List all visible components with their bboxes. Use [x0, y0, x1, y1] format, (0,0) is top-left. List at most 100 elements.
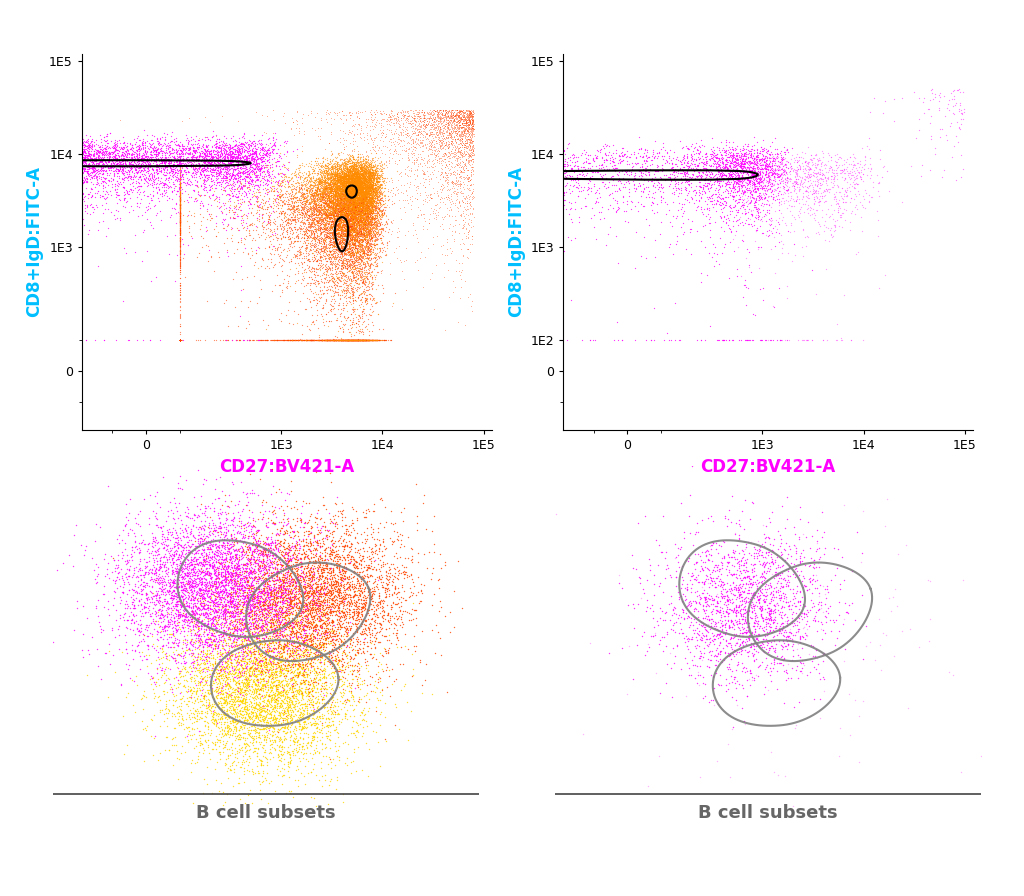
Point	[298, 566, 314, 581]
Point	[283, 214, 299, 228]
Point	[335, 205, 351, 220]
Point	[548, 148, 564, 162]
Point	[34, 148, 50, 162]
Point	[288, 599, 304, 614]
Point	[366, 630, 382, 644]
Point	[729, 166, 745, 180]
Point	[582, 160, 598, 175]
Point	[288, 689, 304, 703]
Point	[439, 173, 456, 187]
Point	[150, 145, 166, 159]
Point	[373, 622, 389, 636]
Point	[349, 174, 366, 188]
Point	[175, 660, 191, 675]
Point	[676, 611, 692, 625]
Point	[100, 173, 117, 187]
Point	[293, 333, 309, 348]
Point	[308, 185, 325, 199]
Point	[322, 279, 338, 293]
Point	[266, 666, 283, 680]
Point	[258, 148, 274, 162]
Point	[281, 177, 297, 192]
Point	[197, 152, 213, 167]
Point	[343, 221, 359, 236]
Point	[296, 582, 312, 596]
Point	[34, 155, 50, 169]
Point	[677, 650, 693, 665]
Point	[365, 333, 381, 348]
Point	[217, 648, 233, 662]
Point	[354, 217, 371, 231]
Point	[232, 719, 249, 734]
Point	[541, 151, 557, 165]
Point	[361, 195, 378, 210]
Point	[37, 134, 53, 149]
Point	[370, 179, 386, 194]
Point	[385, 181, 401, 195]
Point	[339, 177, 355, 191]
Point	[208, 636, 224, 650]
Point	[802, 208, 818, 222]
Point	[357, 164, 374, 178]
Point	[260, 646, 276, 660]
Point	[51, 162, 68, 177]
Point	[239, 594, 255, 608]
Point	[307, 650, 324, 664]
Point	[242, 170, 258, 185]
Point	[359, 312, 376, 326]
Point	[348, 333, 365, 348]
Point	[343, 580, 359, 594]
Point	[538, 170, 554, 185]
Point	[430, 135, 446, 150]
Point	[34, 134, 50, 149]
Point	[358, 173, 375, 187]
Point	[323, 608, 339, 623]
Point	[143, 172, 160, 186]
Point	[42, 124, 58, 138]
Point	[231, 665, 248, 679]
Point	[628, 182, 644, 196]
Point	[331, 168, 347, 182]
Point	[399, 568, 416, 582]
Point	[90, 140, 106, 154]
Point	[336, 191, 352, 205]
Point	[306, 201, 323, 215]
Point	[203, 206, 219, 220]
Point	[152, 719, 168, 733]
Point	[454, 165, 470, 179]
Point	[127, 137, 143, 151]
Point	[306, 211, 323, 226]
Point	[358, 174, 375, 188]
Point	[45, 148, 61, 162]
Point	[437, 189, 454, 203]
Point	[65, 168, 81, 182]
Point	[341, 192, 357, 206]
Point	[68, 167, 84, 181]
Point	[339, 194, 355, 208]
Point	[189, 616, 206, 631]
Point	[372, 209, 388, 223]
Point	[360, 190, 377, 204]
Point	[360, 769, 377, 783]
Point	[278, 696, 294, 711]
Point	[344, 317, 360, 332]
Point	[672, 171, 688, 185]
Point	[344, 184, 360, 198]
Point	[354, 190, 371, 204]
Point	[278, 719, 294, 733]
Point	[463, 107, 479, 121]
Point	[358, 212, 375, 227]
Point	[303, 217, 319, 231]
Point	[289, 106, 305, 120]
Point	[335, 192, 351, 206]
Point	[246, 145, 262, 159]
Point	[351, 188, 368, 202]
Point	[370, 179, 386, 194]
Point	[347, 196, 364, 211]
Point	[361, 210, 378, 224]
Point	[357, 229, 374, 244]
Point	[774, 606, 791, 620]
Point	[299, 612, 315, 626]
Point	[420, 116, 436, 130]
Point	[318, 650, 335, 665]
